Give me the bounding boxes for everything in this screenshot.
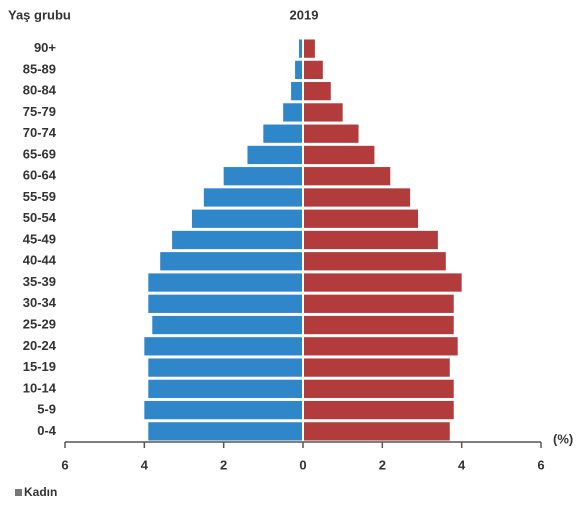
bar <box>304 103 343 122</box>
y-axis-label: Yaş grubu <box>8 7 71 22</box>
bar <box>304 60 323 80</box>
bar <box>299 39 302 58</box>
bar <box>144 400 302 420</box>
legend-label: Kadın <box>24 485 57 499</box>
x-tick-label: 6 <box>537 457 544 472</box>
bar <box>152 315 302 335</box>
y-tick-label: 85-89 <box>23 61 56 76</box>
bar <box>160 252 302 271</box>
bar <box>304 337 458 356</box>
y-tick-label: 25-29 <box>23 316 56 331</box>
legend-swatch <box>15 489 22 496</box>
bar <box>304 39 315 58</box>
bar <box>263 124 302 143</box>
y-tick-label: 60-64 <box>23 168 57 183</box>
bar <box>247 145 302 165</box>
y-tick-label: 55-59 <box>23 189 56 204</box>
bar <box>148 358 302 377</box>
y-tick-label: 70-74 <box>23 125 57 140</box>
y-tick-label: 40-44 <box>23 253 57 268</box>
x-axis-label: (%) <box>553 431 573 446</box>
x-tick-label: 4 <box>141 457 149 472</box>
bar <box>144 337 302 356</box>
x-tick-label: 6 <box>61 457 68 472</box>
bar <box>223 167 302 186</box>
y-tick-label: 80-84 <box>23 83 57 98</box>
bar <box>304 273 462 292</box>
x-tick-label: 2 <box>379 457 386 472</box>
bar <box>148 294 302 313</box>
y-tick-label: 30-34 <box>23 295 57 310</box>
y-tick-label: 50-54 <box>23 210 57 225</box>
bar <box>304 124 359 143</box>
y-tick-label: 35-39 <box>23 274 56 289</box>
bar <box>304 422 450 441</box>
bar <box>304 188 411 207</box>
bar <box>148 273 302 292</box>
bar <box>304 167 391 186</box>
bar <box>191 209 302 228</box>
bar <box>304 145 375 165</box>
y-tick-label: 0-4 <box>37 423 57 438</box>
bar <box>304 358 450 377</box>
y-tick-label: 10-14 <box>23 380 57 395</box>
y-tick-label: 90+ <box>34 40 56 55</box>
y-tick-label: 15-19 <box>23 359 56 374</box>
bar <box>291 82 302 101</box>
bar <box>203 188 302 207</box>
bar <box>148 422 302 441</box>
bar <box>304 294 454 313</box>
bar <box>172 230 302 250</box>
x-tick-label: 4 <box>458 457 466 472</box>
bar <box>304 315 454 335</box>
bar <box>304 209 419 228</box>
chart-title: 2019 <box>290 7 319 22</box>
y-tick-label: 65-69 <box>23 146 56 161</box>
y-tick-label: 20-24 <box>23 338 57 353</box>
y-tick-label: 45-49 <box>23 231 56 246</box>
bar <box>304 400 454 420</box>
x-tick-label: 2 <box>220 457 227 472</box>
x-tick-label: 0 <box>299 457 306 472</box>
y-tick-label: 5-9 <box>37 402 56 417</box>
bar <box>304 230 438 250</box>
bar <box>295 60 302 80</box>
y-tick-label: 75-79 <box>23 104 56 119</box>
bar <box>304 252 446 271</box>
bar <box>283 103 302 122</box>
bar <box>304 379 454 398</box>
bar <box>148 379 302 398</box>
bar <box>304 82 331 101</box>
